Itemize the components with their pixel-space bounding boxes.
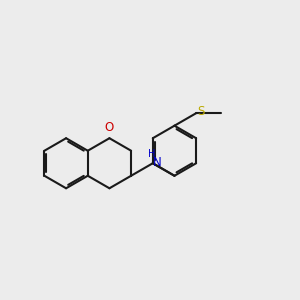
Text: N: N xyxy=(152,156,161,169)
Text: O: O xyxy=(105,122,114,134)
Text: H: H xyxy=(148,148,155,158)
Text: S: S xyxy=(198,105,205,118)
